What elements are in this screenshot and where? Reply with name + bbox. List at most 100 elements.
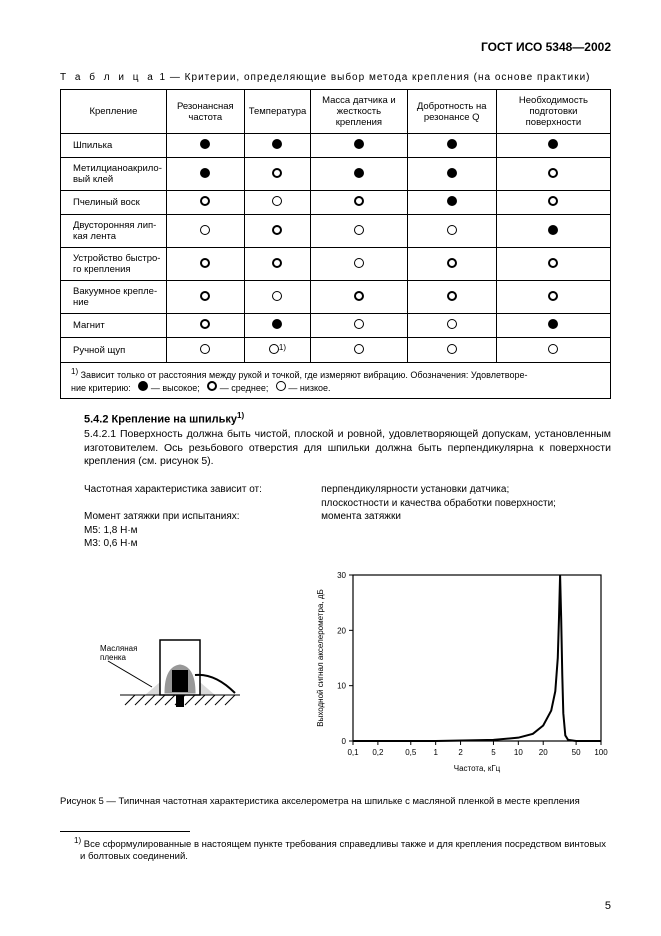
table-note-row: 1) Зависит только от расстояния между ру… xyxy=(61,363,611,399)
footnote: 1) Все сформулированные в настоящем пунк… xyxy=(80,836,611,864)
criterion-cell xyxy=(244,314,311,338)
heading-sup: 1) xyxy=(237,411,244,420)
criterion-cell xyxy=(166,158,244,191)
response-chart: 01020300,10,20,5125102050100Частота, кГц… xyxy=(311,565,611,778)
svg-text:2: 2 xyxy=(458,748,463,757)
svg-text:Частота, кГц: Частота, кГц xyxy=(454,764,501,773)
criterion-dot xyxy=(354,319,364,329)
criterion-dot xyxy=(200,291,210,301)
criterion-dot xyxy=(354,225,364,235)
table-header: Необходимость подготовки поверхности xyxy=(496,90,610,134)
criterion-dot xyxy=(548,168,558,178)
svg-text:0,5: 0,5 xyxy=(405,748,417,757)
criterion-cell xyxy=(496,158,610,191)
criterion-dot xyxy=(447,344,457,354)
svg-text:10: 10 xyxy=(337,681,346,690)
svg-text:0,1: 0,1 xyxy=(347,748,359,757)
r1: перпендикулярности установки датчика; xyxy=(321,483,611,497)
criterion-dot xyxy=(447,258,457,268)
svg-text:0: 0 xyxy=(342,737,347,746)
criterion-cell xyxy=(496,338,610,363)
criterion-cell xyxy=(244,158,311,191)
heading-text: 5.4.2 Крепление на шпильку xyxy=(84,414,237,426)
table-row: Метилцианоакрило-вый клей xyxy=(61,158,611,191)
criterion-cell xyxy=(166,191,244,215)
table-row: Ручной щуп 1) xyxy=(61,338,611,363)
legend-med-icon xyxy=(207,381,217,391)
criterion-dot xyxy=(200,139,210,149)
row-label: Шпилька xyxy=(61,134,167,158)
r2: плоскостности и качества обработки повер… xyxy=(321,497,611,511)
svg-text:5: 5 xyxy=(491,748,496,757)
svg-text:100: 100 xyxy=(594,748,608,757)
row-label: Пчелиный воск xyxy=(61,191,167,215)
legend-med: — среднее; xyxy=(220,383,269,393)
table-row: Магнит xyxy=(61,314,611,338)
criterion-dot xyxy=(548,196,558,206)
table-header-row: КреплениеРезонансная частотаТемператураМ… xyxy=(61,90,611,134)
criterion-dot xyxy=(354,258,364,268)
criterion-dot xyxy=(354,291,364,301)
criterion-cell xyxy=(311,338,407,363)
criterion-cell xyxy=(244,281,311,314)
criterion-dot xyxy=(200,196,210,206)
table-header: Масса датчика и жесткость крепления xyxy=(311,90,407,134)
row-label: Ручной щуп xyxy=(61,338,167,363)
svg-text:20: 20 xyxy=(539,748,548,757)
left-title: Частотная характеристика зависит от: xyxy=(84,483,321,497)
svg-text:Выходной сигнал акселерометра,: Выходной сигнал акселерометра, дБ xyxy=(316,589,325,727)
criterion-dot xyxy=(272,196,282,206)
criterion-dot xyxy=(447,139,457,149)
criterion-cell xyxy=(407,314,496,338)
svg-text:50: 50 xyxy=(572,748,581,757)
criterion-dot xyxy=(272,168,282,178)
criterion-dot xyxy=(200,319,210,329)
criterion-cell xyxy=(244,134,311,158)
criterion-cell xyxy=(311,134,407,158)
svg-text:0,2: 0,2 xyxy=(372,748,384,757)
figure-row: Масляная пленка 01020300,10,20,512510205… xyxy=(100,565,611,778)
criterion-dot xyxy=(354,196,364,206)
criterion-cell xyxy=(166,281,244,314)
criterion-cell xyxy=(244,191,311,215)
two-col: Частотная характеристика зависит от: Мом… xyxy=(84,483,611,551)
svg-text:30: 30 xyxy=(337,571,346,580)
criterion-cell xyxy=(311,281,407,314)
criterion-cell xyxy=(407,158,496,191)
criterion-cell xyxy=(311,191,407,215)
row-label: Двусторонняя лип-кая лента xyxy=(61,215,167,248)
criterion-dot xyxy=(447,291,457,301)
row-label: Метилцианоакрило-вый клей xyxy=(61,158,167,191)
criterion-dot xyxy=(548,319,558,329)
note-line1: 1) Зависит только от расстояния между ру… xyxy=(71,367,600,381)
criteria-table: КреплениеРезонансная частотаТемператураМ… xyxy=(60,89,611,399)
caption-prefix: Т а б л и ц а xyxy=(60,72,156,83)
criterion-dot xyxy=(200,168,210,178)
criterion-cell xyxy=(496,134,610,158)
criterion-dot xyxy=(548,258,558,268)
criterion-cell xyxy=(407,191,496,215)
table-row: Пчелиный воск xyxy=(61,191,611,215)
svg-text:20: 20 xyxy=(337,626,346,635)
criterion-dot xyxy=(548,139,558,149)
oil-film-l2: пленка xyxy=(100,653,127,662)
svg-text:1: 1 xyxy=(433,748,438,757)
criterion-cell xyxy=(311,314,407,338)
criterion-dot xyxy=(200,258,210,268)
figure-caption: Рисунок 5 — Типичная частотная характери… xyxy=(60,796,611,807)
criterion-cell xyxy=(407,248,496,281)
two-col-right: перпендикулярности установки датчика; пл… xyxy=(321,483,611,551)
note2-prefix: ние критерию: xyxy=(71,383,131,393)
row-label: Магнит xyxy=(61,314,167,338)
criterion-cell xyxy=(496,314,610,338)
oil-film-l1: Масляная xyxy=(100,644,137,653)
table-caption: Т а б л и ц а 1 — Критерии, определяющие… xyxy=(60,72,611,83)
criterion-dot xyxy=(354,139,364,149)
criterion-dot xyxy=(272,291,282,301)
torque-m3: M3: 0,6 Н·м xyxy=(84,537,321,551)
page-number: 5 xyxy=(605,900,611,912)
criterion-cell xyxy=(496,191,610,215)
criterion-cell xyxy=(166,338,244,363)
note-text: Зависит только от расстояния между рукой… xyxy=(78,370,527,380)
criterion-cell: 1) xyxy=(244,338,311,363)
